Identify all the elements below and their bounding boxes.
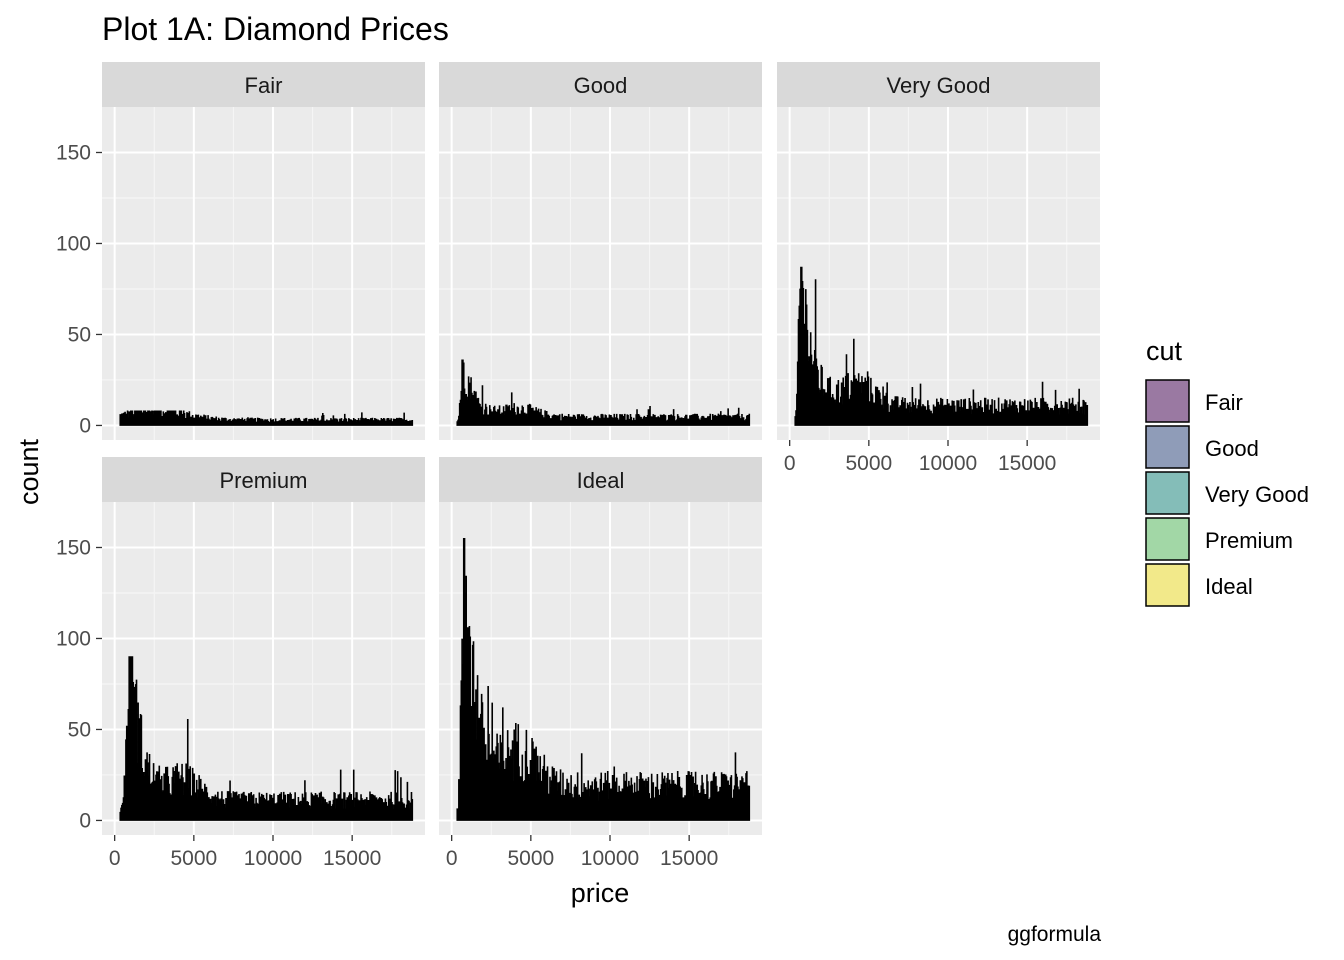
y-tick-label: 50 <box>68 718 91 741</box>
x-tick-label: 0 <box>446 847 458 870</box>
y-tick-label: 0 <box>79 414 91 437</box>
panel-background <box>439 107 762 440</box>
x-tick-label: 15000 <box>660 847 718 870</box>
legend-label: Fair <box>1205 390 1243 415</box>
legend-key <box>1145 425 1190 469</box>
x-tick-label: 0 <box>109 847 121 870</box>
chart-title: Plot 1A: Diamond Prices <box>102 11 449 47</box>
x-tick-label: 5000 <box>845 452 892 475</box>
x-tick-label: 0 <box>784 452 796 475</box>
y-tick-label: 0 <box>79 809 91 832</box>
x-tick-label: 5000 <box>170 847 217 870</box>
facet-strip-label: Very Good <box>887 73 991 98</box>
facet-good: Good <box>439 62 762 440</box>
legend-label: Good <box>1205 436 1259 461</box>
legend-key <box>1145 471 1190 515</box>
y-tick-label: 50 <box>68 323 91 346</box>
legend-key <box>1145 379 1190 423</box>
x-tick-label: 10000 <box>581 847 639 870</box>
histogram-bars <box>119 410 414 426</box>
facet-premium: Premium 0 50 100 150 0 5000 10000 15000 <box>56 457 425 870</box>
legend-label: Premium <box>1205 528 1293 553</box>
y-tick-label: 100 <box>56 627 91 650</box>
legend-label: Very Good <box>1205 482 1309 507</box>
x-tick-label: 15000 <box>998 452 1056 475</box>
histogram-bars <box>119 656 414 821</box>
facet-strip-label: Good <box>574 73 628 98</box>
x-tick-label: 10000 <box>244 847 302 870</box>
facet-strip-label: Fair <box>245 73 283 98</box>
facet-strip <box>102 457 425 502</box>
legend-key <box>1145 517 1190 561</box>
legend-title: cut <box>1146 336 1183 366</box>
facet-fair: Fair 0 50 100 150 <box>56 62 425 440</box>
histogram-bars <box>456 359 751 426</box>
facet-strip <box>439 457 762 502</box>
x-tick-label: 10000 <box>919 452 977 475</box>
facet-ideal: Ideal 0 5000 10000 15000 <box>439 457 762 870</box>
facet-very-good: Very Good 0 5000 10000 15000 <box>777 62 1100 475</box>
legend: cut Fair Good Very Good Premium Ideal <box>1145 336 1309 607</box>
facet-strip-label: Premium <box>219 468 307 493</box>
x-axis-title: price <box>571 878 630 908</box>
facet-strip-label: Ideal <box>577 468 625 493</box>
facet-strip <box>777 62 1100 107</box>
histogram-bars <box>456 537 751 821</box>
facet-strip <box>439 62 762 107</box>
y-tick-label: 100 <box>56 232 91 255</box>
caption: ggformula <box>1008 923 1102 946</box>
legend-key <box>1145 563 1190 607</box>
y-tick-label: 150 <box>56 536 91 559</box>
x-tick-label: 5000 <box>507 847 554 870</box>
y-axis-title: count <box>14 438 44 505</box>
histogram-bars <box>794 266 1089 426</box>
facet-strip <box>102 62 425 107</box>
legend-label: Ideal <box>1205 574 1253 599</box>
y-tick-label: 150 <box>56 141 91 164</box>
panel-background <box>777 107 1100 440</box>
panel-background <box>102 107 425 440</box>
x-tick-label: 15000 <box>323 847 381 870</box>
